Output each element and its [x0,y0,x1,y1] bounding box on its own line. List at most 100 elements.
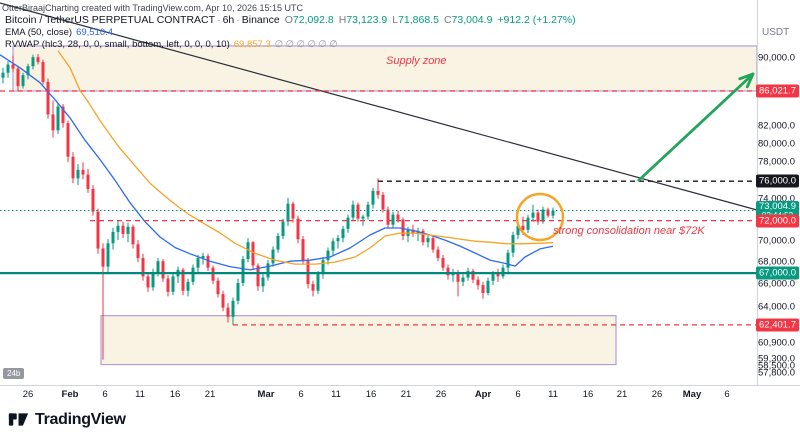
projection-arrow-head [738,72,755,81]
candle-body [376,190,380,195]
change-value: +912.2 (+1.27%) [497,14,576,26]
time-tick-label: 16 [169,389,181,400]
candle-body [336,238,340,242]
price-axis[interactable]: 90,000.0 86,021.7 82,000.0 80,000.0 78,000.0… [756,0,800,385]
time-tick-label: 6 [102,389,108,400]
tradingview-logo[interactable]: TradingView [8,409,126,430]
projection-arrow[interactable] [637,72,754,183]
time-tick-label: 16 [365,389,377,400]
candle-body [521,225,525,230]
consolidation-note[interactable]: strong consolidation near $72K [553,225,705,237]
time-tick-label: 6 [515,389,521,400]
price-tick-label: 68,000.0 [758,256,795,268]
time-tick-label: 16 [582,389,594,400]
time-tick-label: 26 [22,389,34,400]
ema-50-line[interactable] [0,54,554,271]
candle-body [526,217,530,230]
time-tick-label: 11 [135,389,145,400]
symbol-legend-row[interactable]: Bitcoin / TetherUS PERPETUAL CONTRACT · 6h… [5,15,576,26]
supply-zone-label[interactable]: Supply zone [386,55,447,67]
candle-body [71,156,75,179]
rvwap-title[interactable]: RVWAP (hlc3, 28, 0, 0, small, bottom, le… [5,39,230,50]
candle-body [116,225,120,232]
price-tick-label: 74,000.0 [758,193,795,205]
candle-body [181,269,185,291]
candle-body [351,204,355,218]
candle-body [101,248,105,267]
rvwap-legend-row[interactable]: RVWAP (hlc3, 28, 0, 0, small, bottom, le… [5,39,576,50]
breakout-highlight-circle[interactable] [515,192,565,242]
candle-body [301,239,305,262]
interval-value[interactable]: 6h [222,14,235,26]
candle-body [536,212,540,222]
price-tick-label: 60,900.0 [758,337,795,349]
price-tick-label: 86,021.7 [756,84,799,98]
time-tick-label: 21 [204,389,216,400]
ema-legend-row[interactable]: EMA (50, close) 69,510.4 [5,27,576,38]
candle-body [66,123,70,157]
candle-body [216,280,220,295]
candle-body [531,212,535,218]
candle-body [276,235,280,250]
candle-body [481,285,485,293]
candle-body [271,249,275,264]
price-tick-label: 72,000.0 [756,214,799,228]
candle-body [186,281,190,291]
rvwap-line[interactable] [57,50,554,265]
candle-body [206,255,210,268]
candle-body [361,216,365,219]
candle-body [146,276,150,288]
candle-body [381,194,385,210]
candle-body [346,217,350,229]
candle-body [11,64,15,69]
time-tick-label: 6 [298,389,304,400]
tradingview-logo-text: TradingView [35,410,126,428]
supply-zone[interactable] [12,45,758,92]
candle-body [196,258,200,268]
tradingview-logo-icon [8,413,29,426]
candle-body [31,57,35,67]
ema-value: 69,510.4 [76,27,114,38]
candle-body [546,209,550,216]
bar-count-badge: 24b [3,368,25,379]
candle-body [121,225,125,234]
time-tick-label: Feb [61,389,79,400]
time-tick-label: 21 [400,389,412,400]
time-axis[interactable]: 26 Feb 6 11 16 21 Mar 6 11 16 21 26 Apr 6 11 16 21 26 May 6 [0,386,757,404]
candle-body [356,204,360,219]
price-tick-label: 67,000.0 [756,266,799,280]
candle-body [446,267,450,276]
candle-body [291,203,295,219]
candle-body [331,241,335,251]
candle-body [91,188,95,212]
price-tick-label: 62,401.7 [756,318,799,332]
time-tick-label: 26 [435,389,447,400]
candle-body [21,75,25,87]
candle-body [26,66,30,76]
demand-zone[interactable] [100,315,617,366]
candle-body [236,282,240,301]
candle-body [431,238,435,250]
ema-title[interactable]: EMA (50, close) [5,27,73,38]
open-value: 72,092.8 [292,14,334,26]
price-tick-label: 59,300.0 [758,353,795,365]
candle-body [411,229,415,233]
candle-body [516,225,520,235]
candle-body [86,174,90,189]
candle-body [441,258,445,268]
time-tick-label: Apr [474,389,492,400]
chart-legend: Bitcoin / TetherUS PERPETUAL CONTRACT · 6h… [5,15,576,51]
descending-trendline[interactable] [0,2,758,211]
candle-body [221,294,225,308]
candle-body [541,209,545,222]
exchange-name[interactable]: Binance [241,14,280,26]
candlestick-chart[interactable] [0,0,800,402]
symbol-title[interactable]: Bitcoin / TetherUS PERPETUAL CONTRACT [5,14,216,26]
candle-body [316,274,320,291]
candle-body [456,272,460,282]
price-tick-label: 76,000.0 [756,174,799,188]
close-value: 73,004.9 [451,14,493,26]
time-tick-label: 26 [651,389,663,400]
candle-body [341,228,345,239]
candle-body [266,263,270,278]
